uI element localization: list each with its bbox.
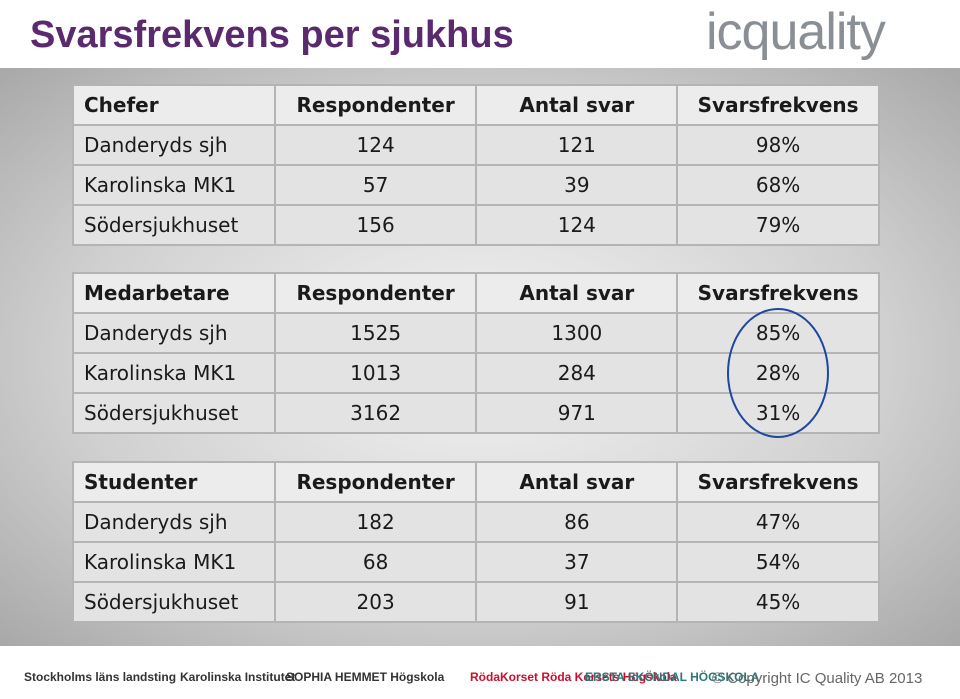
slide-title: Svarsfrekvens per sjukhus <box>30 14 514 56</box>
cell: 124 <box>273 124 478 166</box>
cell: 79% <box>676 204 880 246</box>
cell: 3162 <box>273 392 478 434</box>
partner-logo: Karolinska Institutet <box>180 670 296 684</box>
cell: 85% <box>676 312 880 354</box>
cell: 47% <box>676 501 880 543</box>
cell: Karolinska MK1 <box>72 352 276 394</box>
cell: 68 <box>273 541 478 583</box>
cell: 182 <box>273 501 478 543</box>
cell: Södersjukhuset <box>72 204 276 246</box>
cell: Antal svar <box>475 84 679 126</box>
cell: Danderyds sjh <box>72 501 276 543</box>
cell: Södersjukhuset <box>72 392 276 434</box>
row: Karolinska MK1 68 37 54% <box>72 541 880 583</box>
row: Södersjukhuset 3162 971 31% <box>72 392 880 434</box>
cell: 54% <box>676 541 880 583</box>
cell: 156 <box>273 204 478 246</box>
cell: Respondenter <box>273 272 478 314</box>
cell: Antal svar <box>475 461 679 503</box>
cell: 971 <box>475 392 679 434</box>
partner-logo: RödaKorset Röda Korsets Högskola <box>470 670 677 684</box>
cell: 1013 <box>273 352 478 394</box>
row: Danderyds sjh 124 121 98% <box>72 124 880 166</box>
cell: Antal svar <box>475 272 679 314</box>
cell: 86 <box>475 501 679 543</box>
cell: 284 <box>475 352 679 394</box>
cell: 31% <box>676 392 880 434</box>
cell: Karolinska MK1 <box>72 164 276 206</box>
row: Karolinska MK1 57 39 68% <box>72 164 880 206</box>
table: Studenter Respondenter Antal svar Svarsfrek… <box>72 461 880 623</box>
cell: 37 <box>475 541 679 583</box>
cell: Chefer <box>72 84 276 126</box>
cell: Svarsfrekvens <box>676 84 880 126</box>
partner-logo: Stockholms läns landsting <box>24 670 177 684</box>
cell: Respondenter <box>273 84 478 126</box>
row: Södersjukhuset 203 91 45% <box>72 581 880 623</box>
table: Medarbetare Respondenter Antal svar Svarsfr… <box>72 272 880 434</box>
row: Karolinska MK1 1013 284 28% <box>72 352 880 394</box>
cell: Danderyds sjh <box>72 124 276 166</box>
cell: Danderyds sjh <box>72 312 276 354</box>
header-row: Medarbetare Respondenter Antal svar Svarsfr… <box>72 272 880 314</box>
cell: Respondenter <box>273 461 478 503</box>
cell: 121 <box>475 124 679 166</box>
cell: 57 <box>273 164 478 206</box>
table: Chefer Respondenter Antal svar Svarsfrekven… <box>72 84 880 246</box>
cell: 45% <box>676 581 880 623</box>
header-row: Chefer Respondenter Antal svar Svarsfrekven… <box>72 84 880 126</box>
logo: icquality <box>706 3 886 61</box>
partner-logo: ERSTA SKÖNDAL HÖGSKOLA <box>585 670 760 684</box>
header-row: Studenter Respondenter Antal svar Svarsfrek… <box>72 461 880 503</box>
cell: 28% <box>676 352 880 394</box>
cell: Karolinska MK1 <box>72 541 276 583</box>
footer: Stockholms läns landsting Karolinska Inst… <box>0 648 960 699</box>
row: Danderyds sjh 182 86 47% <box>72 501 880 543</box>
cell: Studenter <box>72 461 276 503</box>
cell: 98% <box>676 124 880 166</box>
cell: Svarsfrekvens <box>676 461 880 503</box>
cell: 203 <box>273 581 478 623</box>
cell: Medarbetare <box>72 272 276 314</box>
cell: 1525 <box>273 312 478 354</box>
row: Danderyds sjh 1525 1300 85% <box>72 312 880 354</box>
cell: 39 <box>475 164 679 206</box>
cell: 1300 <box>475 312 679 354</box>
cell: 68% <box>676 164 880 206</box>
cell: Svarsfrekvens <box>676 272 880 314</box>
cell: 124 <box>475 204 679 246</box>
copyright: © Copyright IC Quality AB 2013 <box>712 670 923 687</box>
partner-logo: SOPHIA HEMMET Högskola <box>286 670 445 684</box>
row: Södersjukhuset 156 124 79% <box>72 204 880 246</box>
cell: 91 <box>475 581 679 623</box>
cell: Södersjukhuset <box>72 581 276 623</box>
